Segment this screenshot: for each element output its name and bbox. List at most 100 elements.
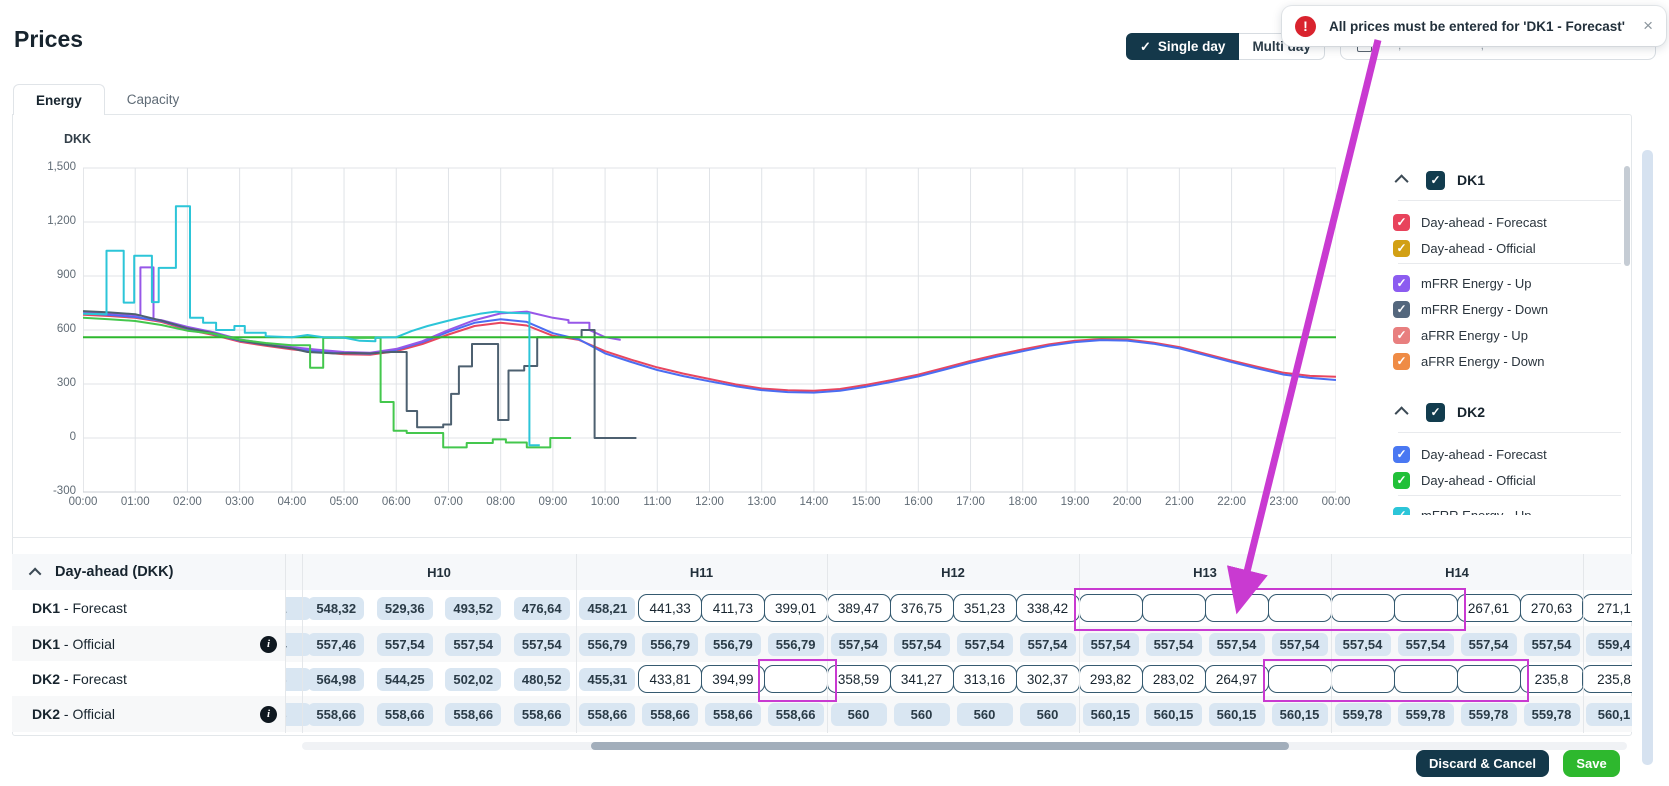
price-input[interactable]	[1456, 594, 1521, 622]
price-input[interactable]	[889, 665, 954, 693]
price-chip: 560	[893, 702, 950, 726]
chevron-up-icon[interactable]	[28, 567, 42, 580]
price-input[interactable]	[1078, 594, 1143, 622]
series-checkbox[interactable]: ✓	[1393, 326, 1410, 344]
price-chip: 529,36	[376, 596, 433, 620]
series-checkbox[interactable]: ✓	[1393, 506, 1410, 515]
price-input[interactable]	[1330, 665, 1395, 693]
price-chip: 560,15	[1082, 702, 1139, 726]
price-chip: 564,98	[308, 667, 365, 691]
series-checkbox[interactable]: ✓	[1393, 239, 1410, 257]
price-input-clipped[interactable]	[1582, 594, 1632, 622]
price-chip: 558,66	[704, 702, 761, 726]
price-chip: 557,54	[1208, 632, 1265, 656]
price-input[interactable]	[700, 594, 765, 622]
chevron-up-icon[interactable]	[1394, 174, 1409, 189]
price-chip: 480,52	[513, 667, 570, 691]
save-button[interactable]: Save	[1563, 750, 1620, 777]
price-chip: 560,15	[1271, 702, 1328, 726]
price-chip: 558,66	[513, 702, 570, 726]
vertical-scrollbar[interactable]	[1642, 150, 1653, 765]
series-checkbox[interactable]: ✓	[1393, 300, 1410, 318]
price-input[interactable]	[700, 665, 765, 693]
close-icon[interactable]: ×	[1643, 16, 1653, 35]
price-chip: 557,54	[1145, 632, 1202, 656]
tab-capacity[interactable]: Capacity	[126, 92, 180, 107]
legend-item: ✓ mFRR Energy - Up	[1393, 503, 1532, 515]
column-divider	[1583, 554, 1584, 733]
price-chip: 558,66	[445, 702, 502, 726]
legend-item-label: mFRR Energy - Up	[1421, 507, 1532, 516]
x-tick-label: 21:00	[1164, 496, 1194, 508]
table-group-label: Day-ahead (DKK)	[55, 564, 174, 580]
info-icon[interactable]: i	[260, 705, 277, 723]
price-input[interactable]	[638, 665, 703, 693]
series-checkbox[interactable]: ✓	[1393, 274, 1410, 292]
series-checkbox[interactable]: ✓	[1393, 445, 1410, 463]
price-input-clipped[interactable]	[1582, 665, 1632, 693]
price-chip: 557,54	[1334, 632, 1391, 656]
price-input[interactable]	[763, 665, 828, 693]
price-input[interactable]	[1141, 594, 1206, 622]
price-input[interactable]	[1204, 594, 1269, 622]
price-input[interactable]	[1519, 665, 1584, 693]
info-icon[interactable]: i	[260, 635, 277, 653]
price-input[interactable]	[952, 594, 1017, 622]
x-tick-label: 02:00	[173, 496, 202, 508]
tab-energy[interactable]: Energy	[13, 84, 105, 115]
price-input[interactable]	[826, 594, 891, 622]
table-sticky-column: Day-ahead (DKK) DK1 - Forecast DK1 - Offic…	[12, 554, 285, 733]
price-input[interactable]	[1204, 665, 1269, 693]
price-input[interactable]	[889, 594, 954, 622]
chevron-up-icon[interactable]	[1394, 406, 1409, 421]
price-input[interactable]	[1393, 665, 1458, 693]
price-input[interactable]	[1519, 594, 1584, 622]
price-chip: 557,54	[1460, 632, 1517, 656]
price-chip: 557,54	[893, 632, 950, 656]
price-input[interactable]	[1141, 665, 1206, 693]
price-chip: 560	[956, 702, 1013, 726]
legend-item: ✓ Day-ahead - Official	[1393, 468, 1536, 492]
legend-item-label: aFRR Energy - Down	[1421, 353, 1545, 369]
price-input[interactable]	[1456, 665, 1521, 693]
price-input[interactable]	[763, 594, 828, 622]
price-chip: 476,64	[513, 596, 570, 620]
price-chip: 557,54	[376, 632, 433, 656]
price-input[interactable]	[1267, 594, 1332, 622]
price-input[interactable]	[826, 665, 891, 693]
price-input[interactable]	[638, 594, 703, 622]
price-input[interactable]	[952, 665, 1017, 693]
legend-item-label: Day-ahead - Forecast	[1421, 446, 1547, 462]
legend-item-label: mFRR Energy - Up	[1421, 275, 1532, 291]
price-input[interactable]	[1078, 665, 1143, 693]
legend-divider	[1398, 263, 1621, 264]
single-day-button[interactable]: ✓ Single day	[1126, 33, 1240, 60]
column-header-h10: H10	[427, 564, 451, 580]
discard-cancel-button[interactable]: Discard & Cancel	[1416, 750, 1549, 777]
table-hscroll-thumb[interactable]	[591, 742, 1289, 750]
y-tick-label: 900	[56, 269, 76, 281]
legend-scrollbar[interactable]	[1624, 166, 1630, 266]
price-input[interactable]	[1015, 594, 1080, 622]
group-checkbox[interactable]: ✓	[1426, 170, 1445, 190]
legend-item: ✓ mFRR Energy - Down	[1393, 297, 1548, 321]
price-input[interactable]	[1267, 665, 1332, 693]
price-input[interactable]	[1393, 594, 1458, 622]
series-checkbox[interactable]: ✓	[1393, 352, 1410, 370]
column-divider	[576, 554, 577, 733]
legend-divider	[1398, 200, 1621, 201]
column-header-h11: H11	[689, 564, 714, 580]
legend-item-label: Day-ahead - Official	[1421, 240, 1536, 256]
x-tick-label: 03:00	[225, 496, 255, 508]
series-checkbox[interactable]: ✓	[1393, 471, 1410, 489]
column-divider	[285, 554, 286, 733]
series-checkbox[interactable]: ✓	[1393, 213, 1410, 231]
legend-item: ✓ mFRR Energy - Up	[1393, 271, 1532, 295]
x-tick-label: 14:00	[799, 496, 829, 508]
x-tick-label: 19:00	[1060, 496, 1090, 508]
price-input[interactable]	[1330, 594, 1395, 622]
group-checkbox[interactable]: ✓	[1426, 402, 1445, 422]
chart-line-light-green-step-series	[83, 316, 572, 449]
price-chart	[83, 167, 1336, 493]
price-input[interactable]	[1015, 665, 1080, 693]
